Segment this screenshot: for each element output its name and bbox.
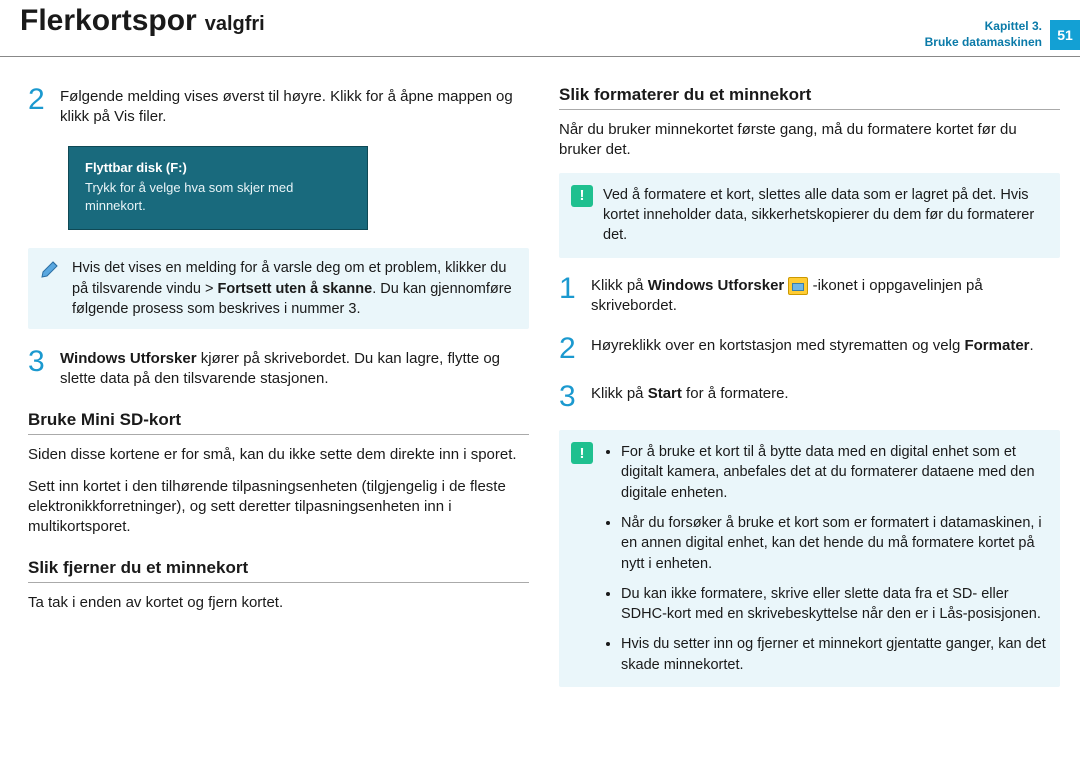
warning-list: For å bruke et kort til å bytte data med… — [603, 442, 1046, 675]
format-step-1: 1 Klikk på Windows Utforsker -ikonet i o… — [559, 274, 1060, 317]
warning-icon: ! — [571, 185, 593, 207]
content-columns: 2 Følgende melding vises øverst til høyr… — [0, 57, 1080, 713]
warning-format-erases: ! Ved å formatere et kort, slettes alle … — [559, 173, 1060, 258]
page-subtitle: valgfri — [205, 13, 265, 36]
chapter-line2: Bruke datamaskinen — [925, 35, 1042, 51]
heading-mini-sd: Bruke Mini SD-kort — [28, 410, 529, 435]
step-number: 2 — [559, 334, 581, 364]
format-step-3: 3 Klikk på Start for å formatere. — [559, 382, 1060, 412]
info-note-scan: Hvis det vises en melding for å varsle d… — [28, 248, 529, 329]
fstep2-line: Høyreklikk over en kortstasjon med styre… — [591, 337, 964, 354]
right-column: Slik formaterer du et minnekort Når du b… — [559, 85, 1060, 703]
left-column: 2 Følgende melding vises øverst til høyr… — [28, 85, 529, 703]
toast-title: Flyttbar disk (F:) — [85, 159, 351, 177]
removable-disk-toast[interactable]: Flyttbar disk (F:) Trykk for å velge hva… — [68, 146, 368, 231]
list-item: For å bruke et kort til å bytte data med… — [621, 442, 1046, 503]
note-icon — [40, 258, 62, 278]
left-step-3: 3 Windows Utforsker kjører på skrivebord… — [28, 347, 529, 390]
list-item: Hvis du setter inn og fjerner et minneko… — [621, 634, 1046, 675]
step-text: Klikk på Windows Utforsker -ikonet i opp… — [591, 274, 1060, 317]
list-item: Når du forsøker å bruke et kort som er f… — [621, 513, 1046, 574]
step-number: 3 — [28, 347, 50, 390]
page-number-badge: 51 — [1050, 20, 1080, 50]
heading-format-card: Slik formaterer du et minnekort — [559, 85, 1060, 110]
page-header: Flerkortspor valgfri Kapittel 3. Bruke d… — [0, 0, 1080, 57]
warning-icon: ! — [571, 442, 593, 464]
toast-body: Trykk for å velge hva som skjer med minn… — [85, 179, 351, 215]
fstep2-post: . — [1030, 337, 1034, 354]
fstep1-bold: Windows Utforsker — [648, 277, 785, 294]
fstep3-bold: Start — [648, 385, 682, 402]
step-text: Windows Utforsker kjører på skrivebordet… — [60, 347, 529, 390]
list-item: Du kan ikke formatere, skrive eller slet… — [621, 584, 1046, 625]
note-body: Hvis det vises en melding for å varsle d… — [72, 258, 517, 319]
minisd-p2: Sett inn kortet i den tilhørende tilpasn… — [28, 477, 529, 538]
format-step-2: 2 Høyreklikk over en kortstasjon med sty… — [559, 334, 1060, 364]
chapter-label: Kapittel 3. Bruke datamaskinen — [925, 19, 1042, 50]
step-text: Høyreklikk over en kortstasjon med styre… — [591, 334, 1034, 364]
fstep3-pre: Klikk på — [591, 385, 648, 402]
fstep2-bold: Formater — [964, 337, 1029, 354]
header-meta: Kapittel 3. Bruke datamaskinen 51 — [925, 19, 1080, 50]
step-number: 3 — [559, 382, 581, 412]
step-text: Klikk på Start for å formatere. — [591, 382, 789, 412]
heading-remove-card: Slik fjerner du et minnekort — [28, 558, 529, 583]
page-title: Flerkortspor — [20, 4, 197, 38]
minisd-p1: Siden disse kortene er for små, kan du i… — [28, 445, 529, 465]
warning-body: For å bruke et kort til å bytte data med… — [603, 442, 1046, 675]
step3-bold: Windows Utforsker — [60, 350, 197, 367]
warning-body: Ved å formatere et kort, slettes alle da… — [603, 185, 1046, 246]
note-bold: Fortsett uten å skanne — [218, 281, 373, 297]
step-number: 2 — [28, 85, 50, 128]
header-title-group: Flerkortspor valgfri — [20, 4, 265, 38]
format-intro: Når du bruker minnekortet første gang, m… — [559, 120, 1060, 161]
remove-p1: Ta tak i enden av kortet og fjern kortet… — [28, 593, 529, 613]
explorer-icon — [788, 277, 808, 295]
chapter-line1: Kapittel 3. — [925, 19, 1042, 35]
warning-format-notes: ! For å bruke et kort til å bytte data m… — [559, 430, 1060, 687]
step-number: 1 — [559, 274, 581, 317]
step-text: Følgende melding vises øverst til høyre.… — [60, 85, 529, 128]
fstep1-pre: Klikk på — [591, 277, 648, 294]
fstep3-post: for å formatere. — [682, 385, 789, 402]
left-step-2: 2 Følgende melding vises øverst til høyr… — [28, 85, 529, 128]
